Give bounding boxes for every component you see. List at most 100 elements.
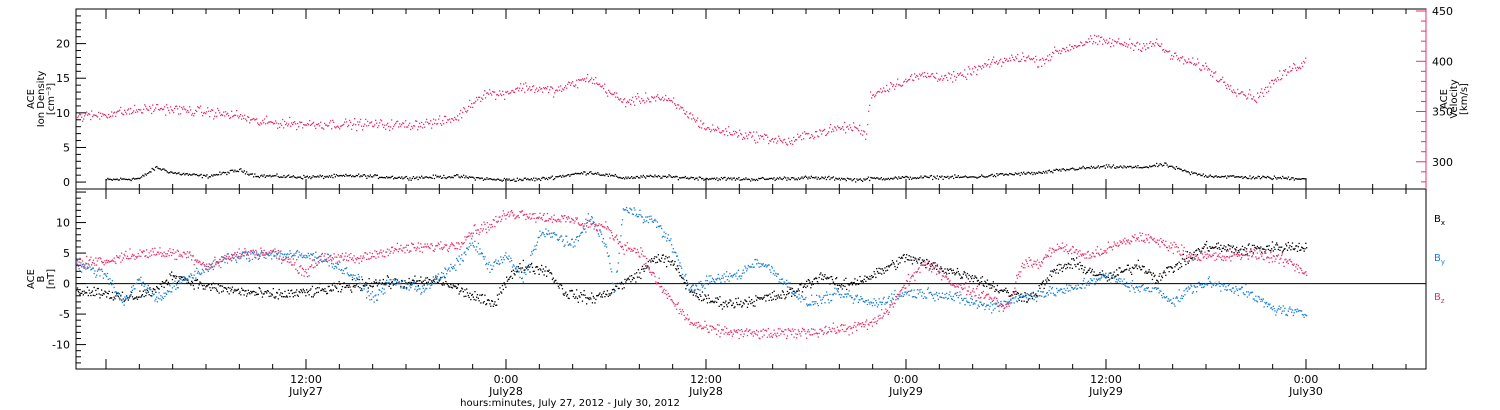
bx-point bbox=[220, 285, 222, 287]
by-point bbox=[563, 245, 565, 248]
velocity-point bbox=[112, 115, 114, 117]
bx-point bbox=[88, 289, 90, 291]
velocity-point bbox=[521, 89, 523, 92]
by-point bbox=[617, 262, 619, 264]
velocity-point bbox=[703, 122, 705, 124]
by-point bbox=[862, 300, 864, 302]
by-point bbox=[272, 250, 274, 252]
by-point bbox=[536, 241, 539, 243]
bx-point bbox=[903, 254, 905, 256]
by-point bbox=[140, 276, 142, 278]
bx-point bbox=[509, 276, 511, 278]
b-tick-label: 10 bbox=[56, 217, 70, 230]
by-point bbox=[716, 277, 719, 279]
density-point bbox=[417, 178, 419, 181]
velocity-point bbox=[634, 104, 636, 106]
velocity-point bbox=[670, 100, 672, 102]
velocity-point bbox=[753, 131, 755, 133]
velocity-point bbox=[1195, 64, 1197, 66]
by-point bbox=[452, 265, 454, 268]
density-point bbox=[318, 176, 320, 178]
density-point bbox=[517, 179, 520, 182]
bx-point bbox=[411, 281, 413, 284]
velocity-point bbox=[484, 90, 486, 92]
bx-point bbox=[506, 276, 508, 278]
bx-point bbox=[415, 282, 417, 284]
velocity-point bbox=[490, 92, 492, 94]
velocity-point bbox=[150, 107, 152, 109]
bx-point bbox=[631, 279, 634, 281]
bx-point bbox=[561, 288, 564, 290]
velocity-point bbox=[256, 118, 258, 120]
bx-point bbox=[107, 293, 109, 295]
bx-point bbox=[1189, 252, 1191, 254]
bx-point bbox=[355, 284, 357, 287]
density-point bbox=[177, 172, 179, 174]
velocity-point bbox=[729, 132, 731, 134]
bx-point bbox=[606, 290, 609, 292]
velocity-point bbox=[655, 100, 657, 102]
by-point bbox=[242, 251, 244, 254]
bx-point bbox=[1206, 240, 1208, 243]
by-point bbox=[121, 300, 123, 302]
density-point bbox=[928, 177, 930, 179]
density-point bbox=[589, 171, 591, 173]
bx-point bbox=[1005, 287, 1007, 289]
time-tick-label: 0:00 bbox=[494, 373, 519, 386]
velocity-point bbox=[308, 124, 310, 126]
velocity-point bbox=[100, 112, 102, 114]
by-point bbox=[671, 244, 673, 246]
bx-point bbox=[856, 283, 858, 285]
bx-point bbox=[639, 272, 641, 274]
bx-point bbox=[767, 294, 769, 296]
velocity-point bbox=[247, 116, 249, 118]
bx-point bbox=[492, 305, 494, 307]
velocity-point bbox=[327, 125, 329, 127]
bx-point bbox=[727, 302, 729, 304]
by-point bbox=[770, 271, 772, 273]
by-point bbox=[366, 297, 368, 299]
by-point bbox=[506, 256, 508, 258]
velocity-point bbox=[712, 124, 714, 126]
velocity-point bbox=[773, 141, 775, 143]
bx-point bbox=[596, 295, 598, 297]
bx-point bbox=[201, 285, 204, 287]
velocity-point bbox=[353, 123, 355, 125]
density-point bbox=[820, 177, 822, 180]
bx-point bbox=[980, 277, 982, 279]
density-point bbox=[493, 178, 495, 180]
bx-point bbox=[448, 286, 450, 288]
density-point bbox=[898, 176, 900, 178]
bx-point bbox=[936, 265, 939, 267]
bx-point bbox=[1014, 293, 1016, 295]
by-point bbox=[248, 260, 250, 263]
bx-point bbox=[1060, 264, 1062, 266]
by-point bbox=[438, 278, 440, 280]
by-point bbox=[386, 282, 389, 284]
bx-point bbox=[269, 292, 271, 294]
density-point bbox=[514, 180, 516, 182]
density-point bbox=[1062, 168, 1064, 170]
bx-point bbox=[488, 299, 490, 302]
velocity-point bbox=[109, 116, 111, 118]
density-point bbox=[622, 177, 625, 179]
by-point bbox=[679, 262, 681, 264]
velocity-point bbox=[801, 139, 803, 141]
by-point bbox=[841, 294, 843, 296]
by-point bbox=[544, 236, 546, 238]
bx-point bbox=[348, 284, 350, 286]
bx-point bbox=[1116, 274, 1119, 276]
velocity-point bbox=[1002, 61, 1004, 63]
velocity-point bbox=[717, 126, 719, 128]
by-point bbox=[405, 283, 407, 285]
velocity-point bbox=[486, 92, 488, 94]
density-point bbox=[379, 176, 381, 179]
density-point bbox=[941, 175, 943, 177]
by-point bbox=[175, 288, 177, 290]
bx-point bbox=[1172, 271, 1174, 273]
by-point bbox=[477, 242, 479, 245]
by-point bbox=[410, 287, 412, 289]
bx-point bbox=[1099, 272, 1101, 274]
bx-point bbox=[235, 290, 237, 292]
